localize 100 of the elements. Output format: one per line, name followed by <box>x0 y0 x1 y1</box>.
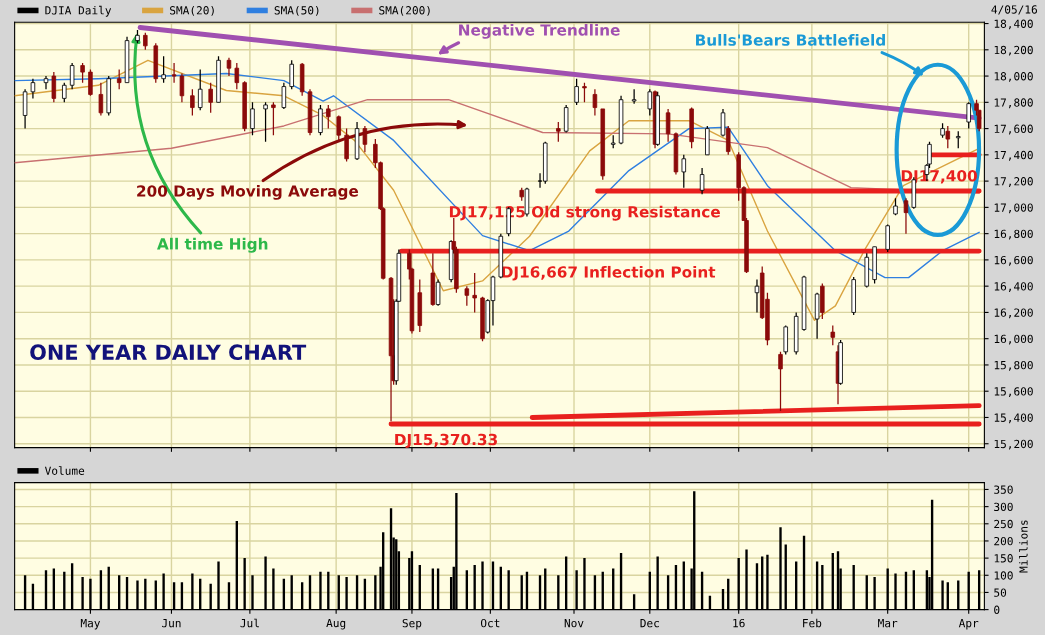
y-tick-label: 18,000 <box>994 72 1033 82</box>
legend-label: SMA(50) <box>274 5 319 16</box>
y-tick-label: 16,600 <box>994 255 1033 266</box>
text: 4/05/16 <box>991 5 1038 15</box>
annotation: All time High <box>157 237 268 253</box>
bar <box>251 575 254 610</box>
candlestick <box>263 101 268 143</box>
candlestick <box>830 324 836 346</box>
bar <box>894 573 897 610</box>
candlestick <box>472 272 477 314</box>
y-tick-label: 17,600 <box>994 124 1033 135</box>
candlestick <box>51 71 57 103</box>
candlestick <box>945 125 951 149</box>
candlestick <box>98 82 104 117</box>
bar <box>191 573 194 610</box>
legend-label: Volume <box>44 466 85 475</box>
candlestick <box>885 223 890 253</box>
legend-label: SMA(20) <box>170 5 214 16</box>
annotation: Negative Trendline <box>459 23 620 39</box>
x-tick-label: Sep <box>402 618 422 630</box>
candlestick <box>190 88 195 117</box>
x-tick-label: Oct <box>480 618 500 628</box>
candlestick <box>281 82 287 110</box>
annotation: Bulls'Bears Battlefield <box>696 33 885 46</box>
y-tick-label: 350 <box>994 485 1013 494</box>
candlestick <box>197 68 203 111</box>
x-tick-label: Aug <box>326 618 346 630</box>
bar <box>821 564 824 610</box>
y-tick-label: 150 <box>994 554 1013 563</box>
bar <box>575 570 578 610</box>
bar <box>656 556 659 610</box>
candlestick <box>966 101 971 130</box>
x-tick-label: Apr <box>958 619 979 630</box>
annotation: DJ15,370.33 <box>395 433 497 449</box>
bar <box>264 556 267 610</box>
candlestick <box>435 278 441 307</box>
y-tick-label: 0 <box>994 605 1000 615</box>
candlestick <box>22 88 28 130</box>
x-tick-label: Feb <box>803 618 822 628</box>
y-tick-label: 250 <box>994 519 1013 529</box>
y-tick-label: 15,200 <box>994 439 1033 450</box>
candlestick <box>289 59 294 90</box>
candlestick <box>647 88 653 117</box>
y-tick-label: 16,400 <box>994 282 1033 292</box>
x-tick-label: 16 <box>733 618 745 628</box>
y-tick-label: 18,400 <box>994 19 1033 30</box>
bar <box>89 578 92 610</box>
bar <box>873 576 876 610</box>
candlestick <box>725 125 731 156</box>
bar <box>217 561 220 610</box>
line-series <box>14 72 980 279</box>
x-tick-label: Dec <box>640 619 659 628</box>
candlestick <box>665 108 671 143</box>
bar <box>162 573 165 610</box>
candlestick <box>699 167 705 195</box>
candlestick <box>43 75 49 90</box>
y-axis-title: Millions <box>1019 520 1028 573</box>
bar <box>81 576 84 610</box>
y-tick-label: 17,800 <box>994 98 1033 109</box>
candlestick <box>271 101 276 136</box>
x-tick-label: May <box>80 619 101 630</box>
candlestick <box>464 285 470 307</box>
bar <box>455 492 458 610</box>
candlestick <box>234 62 240 90</box>
bar <box>209 583 212 610</box>
candlestick <box>208 82 213 114</box>
bar <box>243 558 246 610</box>
x-tick-label: Nov <box>564 619 584 628</box>
y-tick-label: 16,800 <box>994 229 1033 240</box>
bar <box>779 527 782 610</box>
bar <box>319 571 322 610</box>
x-tick-label: Jul <box>240 618 259 628</box>
bar <box>507 570 510 610</box>
candlestick <box>250 101 255 136</box>
candlestick <box>574 78 579 106</box>
bar <box>886 568 889 610</box>
candlestick <box>116 68 122 90</box>
y-tick-label: 15,600 <box>994 387 1033 398</box>
candlestick <box>720 108 726 138</box>
candlestick <box>582 82 587 103</box>
legend-label: SMA(200) <box>379 5 430 16</box>
bar <box>766 554 769 610</box>
y-tick-label: 200 <box>994 536 1013 546</box>
candlestick <box>88 68 93 97</box>
candlestick <box>80 62 85 84</box>
y-tick-label: 15,400 <box>994 413 1033 424</box>
candlestick <box>362 125 368 153</box>
candlestick <box>903 197 909 235</box>
y-tick-label: 17,200 <box>994 177 1033 187</box>
annotation: ONE YEAR DAILY CHART <box>30 344 307 361</box>
bar <box>941 580 944 610</box>
bar <box>144 578 147 610</box>
y-tick-label: 300 <box>994 502 1013 512</box>
candlestick <box>226 57 232 77</box>
candlestick <box>778 351 783 412</box>
y-tick-label: 17,000 <box>994 203 1033 214</box>
candlestick <box>563 104 569 134</box>
candlestick <box>30 78 36 100</box>
candlestick <box>161 55 166 84</box>
candlestick <box>556 121 561 143</box>
